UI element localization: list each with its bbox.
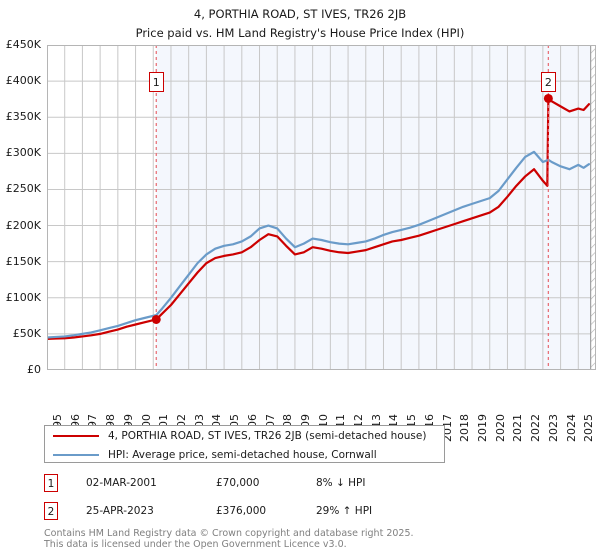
legend-item-property: 4, PORTHIA ROAD, ST IVES, TR26 2JB (semi… xyxy=(45,427,444,445)
page-title: 4, PORTHIA ROAD, ST IVES, TR26 2JB xyxy=(193,7,407,21)
footer-line-1: Contains HM Land Registry data © Crown c… xyxy=(44,528,414,539)
transaction-price: £376,000 xyxy=(216,505,267,517)
x-tick-label: 2025 xyxy=(582,414,596,442)
y-tick-label: £100K xyxy=(5,290,41,304)
x-tick-label: 2022 xyxy=(529,414,543,442)
y-tick-label: £400K xyxy=(5,74,41,88)
chart-header: 4, PORTHIA ROAD, ST IVES, TR26 2JB Price… xyxy=(0,0,600,42)
x-tick-label: 2020 xyxy=(493,414,507,442)
x-tick-label: 2024 xyxy=(564,414,578,442)
chart-marker-1: 1 xyxy=(148,72,164,92)
y-tick-label: £300K xyxy=(5,146,41,160)
transaction-date: 02-MAR-2001 xyxy=(86,477,157,489)
legend-label-property: 4, PORTHIA ROAD, ST IVES, TR26 2JB (semi… xyxy=(108,430,427,442)
y-tick-label: £50K xyxy=(12,326,41,340)
legend-item-hpi: HPI: Average price, semi-detached house,… xyxy=(45,446,444,464)
x-tick-label: 2018 xyxy=(458,414,472,442)
y-axis-labels: £0 £50K £100K £150K £200K £250K £300K £350K £400… xyxy=(0,39,44,375)
page-subtitle: Price paid vs. HM Land Registry's House … xyxy=(135,26,465,40)
chart-marker-2: 2 xyxy=(540,72,556,92)
y-tick-label: £150K xyxy=(5,254,41,268)
transaction-marker-badge: 2 xyxy=(44,502,58,520)
transaction-marker-badge: 1 xyxy=(44,474,58,492)
x-tick-label: 2023 xyxy=(546,414,560,442)
chart-legend: 4, PORTHIA ROAD, ST IVES, TR26 2JB (semi… xyxy=(44,425,445,463)
chart-svg xyxy=(47,45,596,370)
legend-label-hpi: HPI: Average price, semi-detached house,… xyxy=(108,449,377,461)
y-tick-label: £450K xyxy=(5,38,41,51)
y-tick-label: £200K xyxy=(5,218,41,232)
x-tick-label: 2021 xyxy=(511,414,525,442)
transaction-date: 25-APR-2023 xyxy=(86,505,154,517)
transaction-row: 2 25-APR-2023 £376,000 29% ↑ HPI xyxy=(44,502,464,522)
transaction-row: 1 02-MAR-2001 £70,000 8% ↓ HPI xyxy=(44,474,464,494)
legend-swatch-red-icon xyxy=(53,435,99,437)
x-axis-labels: 1995199619971998199920002001200220032004… xyxy=(47,372,596,442)
transaction-hpi-delta: 8% ↓ HPI xyxy=(316,477,366,489)
y-tick-label: £350K xyxy=(5,110,41,124)
y-tick-label: £0 xyxy=(27,363,41,376)
transaction-hpi-delta: 29% ↑ HPI xyxy=(316,505,373,517)
copyright-footer: Contains HM Land Registry data © Crown c… xyxy=(44,528,584,550)
footer-line-2: This data is licensed under the Open Gov… xyxy=(44,539,347,550)
x-tick-label: 2019 xyxy=(476,414,490,442)
y-tick-label: £250K xyxy=(5,182,41,196)
legend-swatch-blue-icon xyxy=(53,454,99,456)
transaction-price: £70,000 xyxy=(216,477,260,489)
